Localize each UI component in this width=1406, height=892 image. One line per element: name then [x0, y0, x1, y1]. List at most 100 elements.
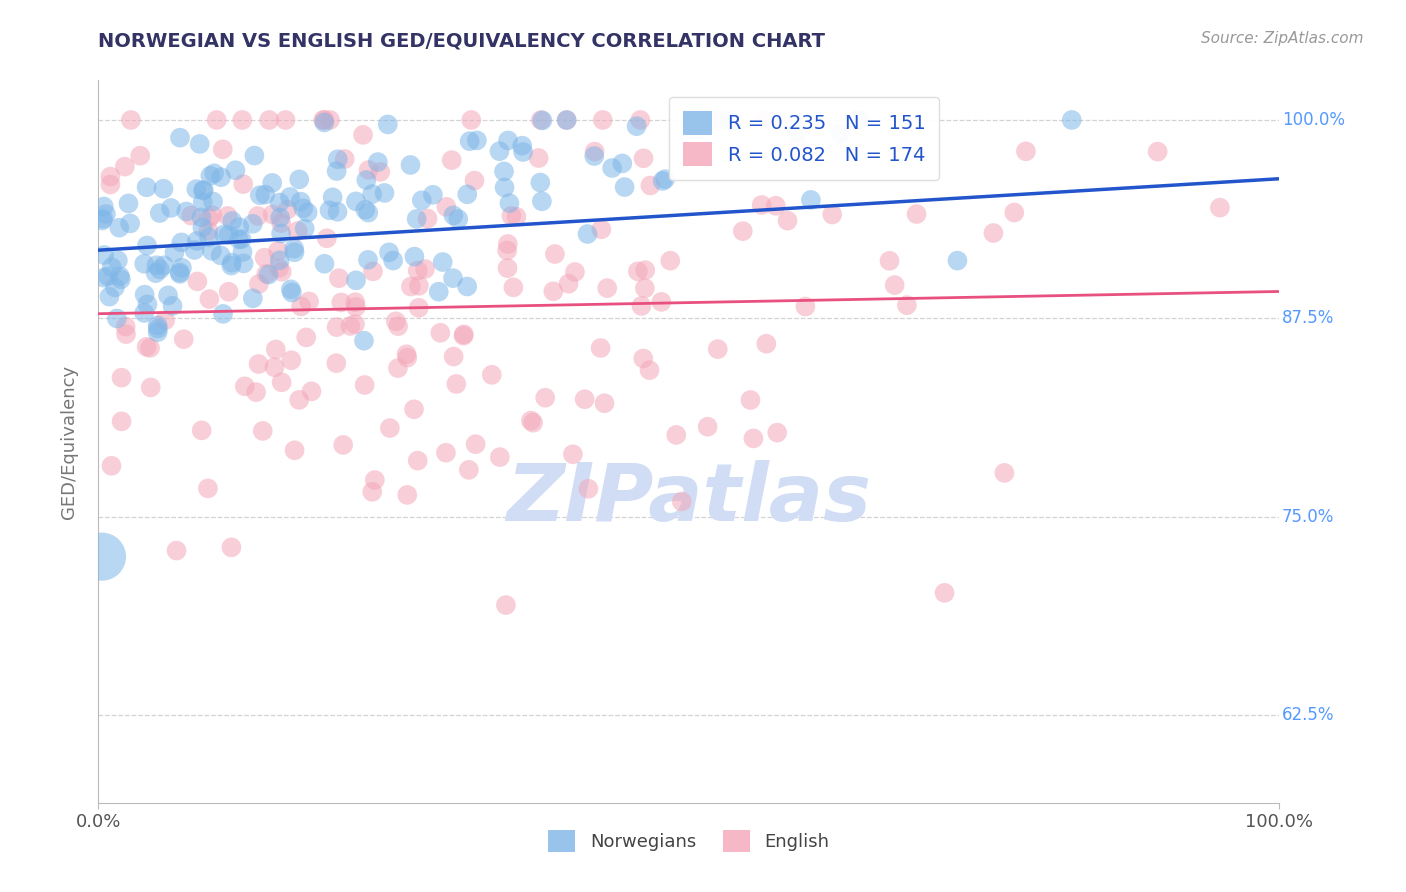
- Norwegians: [651, 174, 673, 188]
- Norwegians: [202, 194, 225, 209]
- English: [555, 113, 578, 128]
- English: [264, 343, 287, 357]
- English: [153, 313, 176, 327]
- English: [387, 319, 409, 334]
- Norwegians: [108, 269, 131, 284]
- English: [561, 447, 583, 461]
- English: [544, 247, 567, 261]
- English: [1002, 205, 1025, 219]
- English: [696, 419, 718, 434]
- Norwegians: [488, 145, 510, 159]
- Norwegians: [325, 164, 347, 178]
- English: [628, 113, 651, 128]
- English: [501, 209, 523, 223]
- Text: 87.5%: 87.5%: [1282, 310, 1334, 327]
- Norwegians: [530, 194, 553, 209]
- English: [328, 271, 350, 285]
- English: [110, 370, 132, 384]
- English: [502, 280, 524, 294]
- Norwegians: [231, 232, 253, 246]
- English: [352, 128, 374, 142]
- English: [298, 294, 321, 309]
- English: [707, 113, 730, 128]
- English: [315, 231, 337, 245]
- Norwegians: [494, 180, 516, 194]
- English: [576, 482, 599, 496]
- Norwegians: [427, 285, 450, 299]
- Norwegians: [361, 187, 384, 202]
- English: [253, 251, 276, 265]
- Norwegians: [613, 180, 636, 194]
- English: [446, 376, 468, 391]
- English: [110, 414, 132, 428]
- Norwegians: [200, 169, 222, 183]
- English: [344, 300, 367, 314]
- Norwegians: [98, 290, 121, 304]
- Norwegians: [157, 288, 180, 302]
- Norwegians: [318, 203, 340, 218]
- Norwegians: [232, 256, 254, 270]
- Norwegians: [188, 136, 211, 151]
- Norwegians: [93, 248, 115, 262]
- English: [671, 494, 693, 508]
- Norwegians: [269, 195, 291, 210]
- English: [252, 424, 274, 438]
- Norwegians: [170, 235, 193, 250]
- Norwegians: [357, 205, 380, 219]
- Norwegians: [356, 173, 378, 187]
- English: [385, 314, 408, 328]
- English: [766, 425, 789, 440]
- Norwegians: [344, 273, 367, 287]
- Norwegians: [91, 213, 114, 227]
- Norwegians: [654, 172, 676, 186]
- English: [457, 463, 479, 477]
- English: [434, 446, 457, 460]
- English: [481, 368, 503, 382]
- English: [387, 361, 409, 376]
- English: [633, 351, 655, 366]
- Norwegians: [411, 194, 433, 208]
- English: [353, 378, 375, 392]
- Norwegians: [120, 216, 142, 230]
- English: [776, 213, 799, 227]
- English: [276, 202, 298, 217]
- English: [453, 327, 475, 342]
- Norwegians: [447, 212, 470, 227]
- Norwegians: [441, 271, 464, 285]
- English: [288, 392, 311, 407]
- Norwegians: [186, 234, 208, 248]
- English: [139, 380, 162, 394]
- English: [879, 253, 901, 268]
- English: [460, 113, 482, 128]
- English: [290, 300, 312, 314]
- English: [638, 363, 661, 377]
- Norwegians: [145, 258, 167, 272]
- Norwegians: [186, 182, 208, 196]
- English: [267, 260, 290, 275]
- Norwegians: [297, 205, 319, 219]
- Norwegians: [221, 256, 243, 270]
- Norwegians: [209, 248, 232, 262]
- Norwegians: [612, 156, 634, 170]
- English: [270, 216, 292, 230]
- English: [205, 113, 228, 128]
- English: [408, 278, 430, 293]
- Norwegians: [555, 113, 578, 128]
- English: [190, 423, 212, 437]
- Norwegians: [212, 307, 235, 321]
- English: [262, 207, 284, 221]
- Norwegians: [249, 188, 271, 202]
- English: [406, 263, 429, 277]
- English: [217, 209, 239, 223]
- Norwegians: [94, 207, 117, 221]
- Norwegians: [221, 214, 243, 228]
- English: [434, 200, 457, 214]
- Norwegians: [97, 269, 120, 284]
- Norwegians: [183, 243, 205, 257]
- Norwegians: [219, 259, 242, 273]
- Norwegians: [496, 133, 519, 147]
- English: [589, 341, 612, 355]
- Norwegians: [278, 190, 301, 204]
- English: [593, 396, 616, 410]
- English: [453, 328, 475, 343]
